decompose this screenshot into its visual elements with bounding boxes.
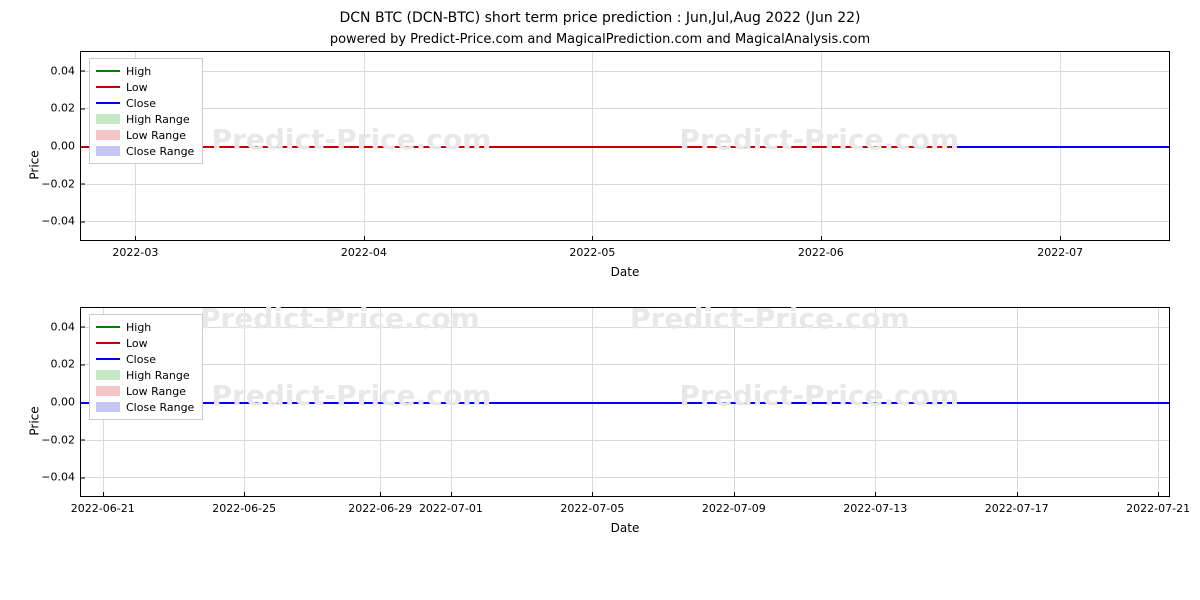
legend-label: High Range <box>126 113 190 126</box>
legend-swatch <box>96 86 120 88</box>
series-line-close <box>951 146 1169 148</box>
x-tick-label: 2022-07-09 <box>702 496 766 515</box>
legend-swatch <box>96 146 120 156</box>
legend-swatch <box>96 358 120 360</box>
series-line-low <box>81 146 951 148</box>
y-tick-label: 0.00 <box>51 396 82 409</box>
legend-item: High Range <box>96 367 194 383</box>
legend-item: High <box>96 63 194 79</box>
y-tick-label: −0.02 <box>41 177 81 190</box>
x-tick-label: 2022-07-13 <box>843 496 907 515</box>
legend-swatch <box>96 70 120 72</box>
legend: High Low Close High Range Low Range Close Ran… <box>89 314 203 420</box>
legend-label: High Range <box>126 369 190 382</box>
watermark-text: Predict-Price.com <box>212 123 492 156</box>
y-tick-label: −0.02 <box>41 433 81 446</box>
legend-item: Close Range <box>96 399 194 415</box>
x-tick-label: 2022-07-01 <box>419 496 483 515</box>
x-tick-label: 2022-05 <box>569 240 615 259</box>
y-tick-label: 0.02 <box>51 358 82 371</box>
y-axis-label: Price <box>28 150 42 179</box>
legend-item: Close <box>96 351 194 367</box>
gridline-horizontal <box>81 221 1169 222</box>
legend-item: Low <box>96 335 194 351</box>
legend-swatch <box>96 130 120 140</box>
x-tick-label: 2022-06-21 <box>71 496 135 515</box>
legend-label: Low Range <box>126 385 186 398</box>
legend-label: Close <box>126 97 156 110</box>
series-line-close <box>81 402 1169 404</box>
legend-label: Low <box>126 337 148 350</box>
legend-label: Close Range <box>126 145 194 158</box>
legend-label: High <box>126 321 151 334</box>
legend-swatch <box>96 386 120 396</box>
plot-area-top: High Low Close High Range Low Range Close Ran… <box>80 51 1170 241</box>
legend-label: Low Range <box>126 129 186 142</box>
y-tick-label: 0.04 <box>51 64 82 77</box>
legend-label: Low <box>126 81 148 94</box>
watermark-text: Predict-Price.com <box>679 379 959 412</box>
legend-item: High Range <box>96 111 194 127</box>
legend-swatch <box>96 342 120 344</box>
legend-item: Close Range <box>96 143 194 159</box>
x-tick-label: 2022-03 <box>112 240 158 259</box>
chart-bottom: Price HighLowCloseHigh RangeLow RangeClo… <box>80 307 1170 535</box>
y-tick-label: −0.04 <box>41 215 81 228</box>
legend-item: Low Range <box>96 127 194 143</box>
y-tick-label: 0.04 <box>51 320 82 333</box>
legend-item: Close <box>96 95 194 111</box>
legend-item: Low <box>96 79 194 95</box>
chart-title: DCN BTC (DCN-BTC) short term price predi… <box>0 0 1200 26</box>
x-axis-label: Date <box>80 265 1170 279</box>
legend-swatch <box>96 402 120 412</box>
y-tick-label: 0.02 <box>51 102 82 115</box>
legend-label: High <box>126 65 151 78</box>
x-tick-label: 2022-07-05 <box>560 496 624 515</box>
x-tick-label: 2022-04 <box>341 240 387 259</box>
y-axis-label: Price <box>28 406 42 435</box>
watermark-text: Predict-Price.com <box>212 379 492 412</box>
legend-swatch <box>96 102 120 104</box>
gridline-horizontal <box>81 184 1169 185</box>
x-tick-label: 2022-07 <box>1037 240 1083 259</box>
y-tick-label: −0.04 <box>41 471 81 484</box>
legend-label: Close Range <box>126 401 194 414</box>
legend-item: Low Range <box>96 383 194 399</box>
x-tick-label: 2022-07-17 <box>985 496 1049 515</box>
x-axis-label: Date <box>80 521 1170 535</box>
legend-label: Close <box>126 353 156 366</box>
legend-item: High <box>96 319 194 335</box>
y-tick-label: 0.00 <box>51 140 82 153</box>
legend: High Low Close High Range Low Range Close Ran… <box>89 58 203 164</box>
x-tick-label: 2022-06 <box>798 240 844 259</box>
legend-swatch <box>96 370 120 380</box>
legend-swatch <box>96 114 120 124</box>
chart-top: Price HighLowCloseHigh RangeLow RangeClo… <box>80 51 1170 279</box>
watermark-text: Predict-Price.com <box>679 123 959 156</box>
chart-subtitle: powered by Predict-Price.com and Magical… <box>0 26 1200 51</box>
x-tick-label: 2022-06-29 <box>348 496 412 515</box>
x-tick-label: 2022-06-25 <box>212 496 276 515</box>
gridline-horizontal <box>81 71 1169 72</box>
x-tick-label: 2022-07-21 <box>1126 496 1190 515</box>
plot-area-bottom: High Low Close High Range Low Range Close Ran… <box>80 307 1170 497</box>
legend-swatch <box>96 326 120 328</box>
gridline-horizontal <box>81 108 1169 109</box>
